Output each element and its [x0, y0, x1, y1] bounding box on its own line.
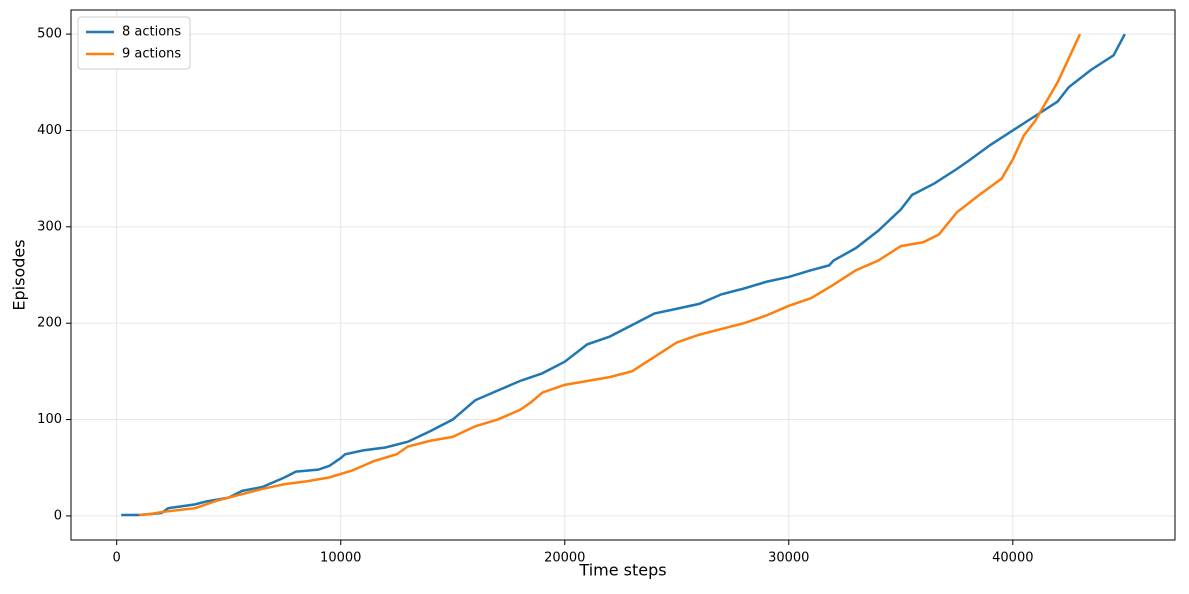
line: [138, 33, 1082, 517]
x-tick-label: 20000: [544, 551, 585, 566]
y-tick-label: 100: [37, 412, 62, 427]
legend-box: [77, 16, 191, 70]
y-tick-label: 400: [37, 123, 62, 138]
legend-label: 9 actions: [122, 47, 181, 62]
legend-label: 8 actions: [122, 25, 181, 40]
line: [121, 33, 1126, 517]
x-tick-label: 30000: [768, 551, 809, 566]
y-tick-label: 200: [37, 316, 62, 331]
legend: 8 actions 9 actions: [77, 16, 191, 70]
y-tick-label: 300: [37, 219, 62, 234]
x-axis-label: Time steps: [578, 561, 666, 580]
y-tick-label: 0: [54, 508, 62, 523]
x-tick-label: 0: [113, 551, 121, 566]
y-axis-label: Episodes: [10, 239, 29, 310]
x-tick-label: 40000: [992, 551, 1033, 566]
plot-frame: [70, 9, 1176, 541]
x-tick-label: 10000: [320, 551, 361, 566]
y-tick-label: 500: [37, 27, 62, 42]
